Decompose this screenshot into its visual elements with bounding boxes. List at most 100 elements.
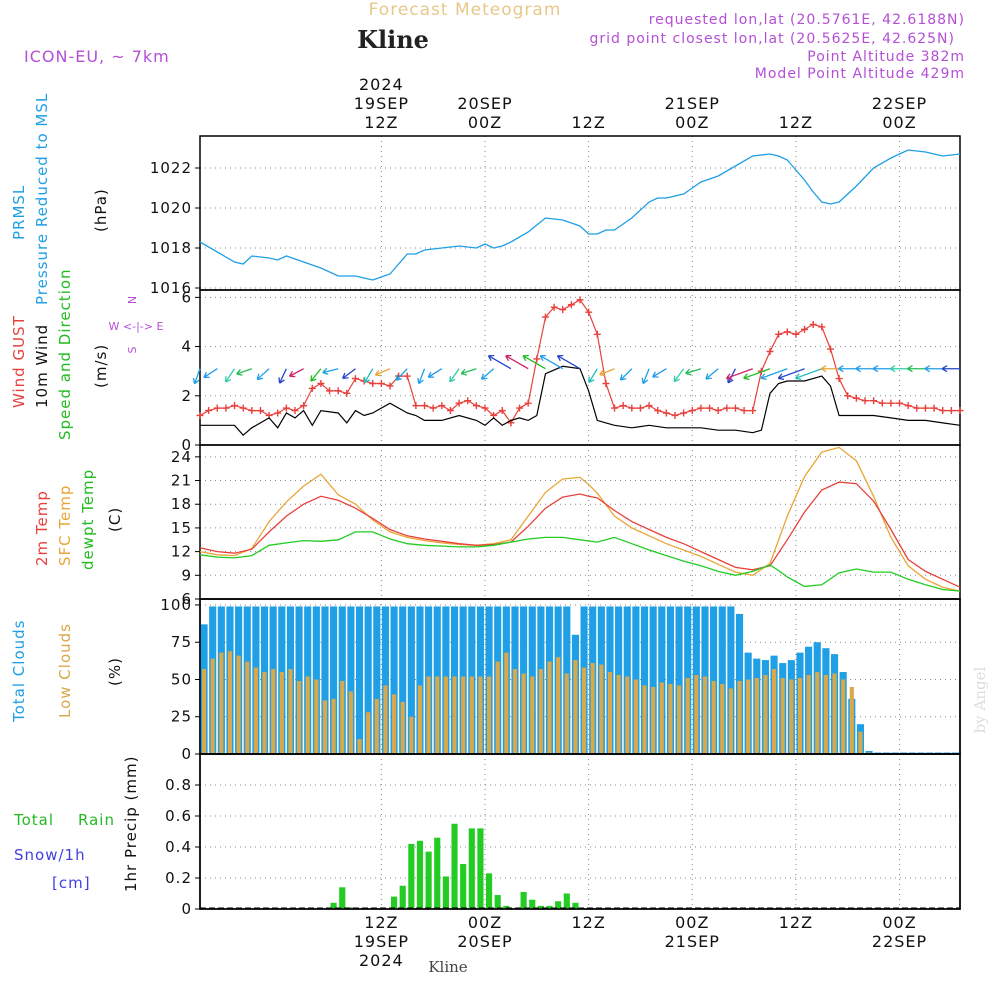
wind-direction-arrow [236,368,253,376]
wind-direction-arrow [417,368,426,385]
wind-gust-marker [697,404,705,412]
precip-bar [425,851,432,909]
low-cloud-bar [625,676,630,754]
y-tick-label: 1020 [150,199,192,217]
wind-gust-marker [835,375,843,383]
y-tick-label: 0.6 [165,807,192,825]
y-tick-label: 15 [171,519,192,537]
wind-gust-marker [559,306,567,314]
low-cloud-bar [461,676,466,754]
wind-direction-arrow [322,368,339,375]
wind-gust-marker [766,348,774,356]
gridpoint-coords: grid point closest lon,lat (20.5625E, 42… [589,31,955,47]
top-time-label: 00Z [882,113,916,132]
model-altitude: Model Point Altitude 429m [755,66,965,82]
total-cloud-bar [710,606,718,754]
wind-direction-arrow [855,365,874,373]
top-time-label: 00Z [675,113,709,132]
wind-gust-marker [593,330,601,338]
wind-direction-arrow [777,368,805,381]
precip-bar [330,902,337,909]
wind-direction-arrow [278,368,287,384]
temperature-panel: 6 9 12 15 18 21 24 [171,444,961,608]
wind-direction-arrow [449,368,460,383]
wind-direction-arrow [907,365,926,373]
temp-label-sfc: SFC Temp [56,485,74,566]
wind-direction-arrow [505,354,529,370]
wind-gust-marker [308,384,316,392]
y-tick-label: 9 [181,566,192,584]
y-tick-label: 12 [171,543,192,561]
wind-gust-marker [455,399,463,407]
wind-gust-marker [870,397,878,405]
clouds-label-total: Total Clouds [10,620,28,723]
wind-direction-arrow [374,368,391,377]
wind-gust-marker [326,387,334,395]
precip-bar [399,885,406,909]
wind-gust-marker [300,402,308,410]
total-cloud-bar [295,606,303,754]
low-cloud-bar [530,676,535,754]
y-tick-label: 0 [181,745,192,763]
low-cloud-bar [392,694,397,754]
precip-bar [555,901,562,909]
wind-direction-arrow [539,354,564,370]
y-tick-label: 75 [171,633,192,651]
precip-bar [468,828,475,909]
wind-direction-arrow [460,368,477,376]
low-cloud-bar [253,667,258,754]
wind-direction-arrow [889,365,909,373]
low-cloud-bar [720,683,725,754]
low-cloud-bar [823,675,828,754]
precip-label-rain: Rain [78,811,115,829]
location-title: Kline [357,25,429,54]
top-time-label: 22SEP [872,94,927,113]
wind-direction-arrow [427,368,443,378]
wind-gust-marker [792,330,800,338]
wind-gust-marker [334,387,342,395]
pressure-label-msl: Pressure Reduced to MSL [33,93,51,305]
wind-gust-marker [896,399,904,407]
wind-gust-marker [282,404,290,412]
low-cloud-bar [409,716,414,754]
y-tick-label: 0 [181,436,192,454]
low-cloud-bar [858,731,863,754]
y-tick-label: 6 [181,288,192,306]
precip-label-cm: [cm] [52,874,91,892]
wind-gust-marker [585,308,593,316]
low-cloud-bar [245,661,250,754]
y-tick-label: 18 [171,495,192,513]
total-cloud-bar [347,606,355,754]
temp-label-dewpt: dewpt Temp [79,469,97,570]
wind-gust-marker [654,407,662,415]
wind-gust-marker [619,402,627,410]
precip-bar [494,895,501,909]
low-cloud-bar [789,679,794,754]
low-cloud-bar [642,685,647,754]
wind-direction-arrow [838,365,857,373]
y-tick-label: 0.2 [165,869,192,887]
wind-direction-arrow [192,368,201,385]
low-cloud-bar [469,676,474,754]
total-cloud-bar [373,606,381,754]
y-tick-label: 50 [171,670,192,688]
total-cloud-bar [338,606,346,754]
low-cloud-bar [677,685,682,754]
low-cloud-bar [607,672,613,754]
y-tick-label: 1022 [150,159,192,177]
wind-gust-marker [628,404,636,412]
y-tick-label: 0.4 [165,838,192,856]
wind-gust-marker [956,407,964,415]
pressure-line [199,149,961,281]
wind-gust-marker [749,407,757,415]
low-cloud-bar [685,677,690,754]
top-time-label: 12Z [364,113,398,132]
low-cloud-bar [504,652,509,754]
low-cloud-bar [573,660,578,754]
wind-gust-marker [369,379,377,387]
bottom-time-label: 22SEP [872,932,927,951]
wind-gust-marker [248,407,256,415]
wind-gust-marker [801,325,809,333]
precip-bar [442,876,449,909]
